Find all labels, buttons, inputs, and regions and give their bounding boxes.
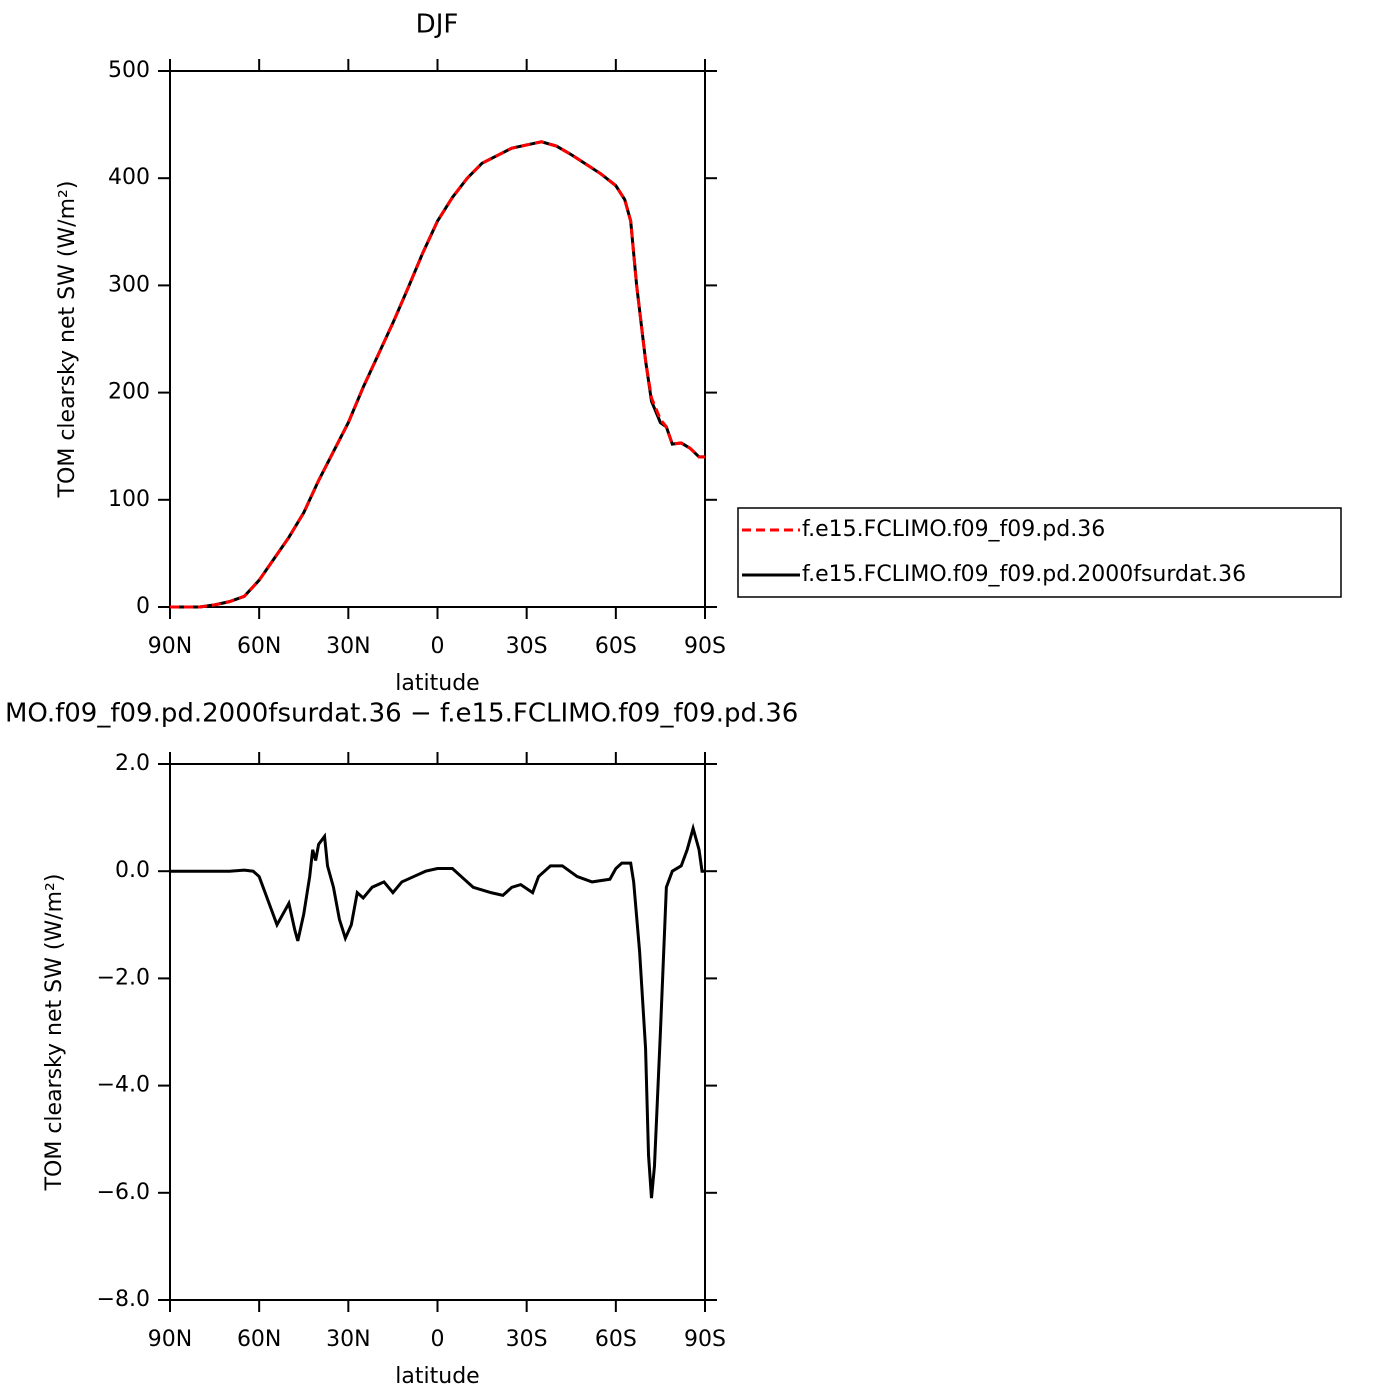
chart-title: MO.f09_f09.pd.2000fsurdat.36 − f.e15.FCL… — [5, 699, 798, 729]
y-tick-label: 500 — [108, 58, 150, 83]
chart-title: DJF — [416, 10, 459, 40]
y-tick-label: 400 — [108, 165, 150, 190]
y-tick-label: −4.0 — [97, 1073, 150, 1098]
y-tick-label: −6.0 — [97, 1180, 150, 1205]
x-tick-label: 90N — [148, 1327, 192, 1352]
y-axis-label: TOM clearsky net SW (W/m²) — [55, 181, 80, 499]
data-line — [170, 140, 705, 609]
x-tick-label: 60S — [595, 1327, 637, 1352]
x-tick-label: 60S — [595, 634, 637, 659]
y-axis-label: TOM clearsky net SW (W/m²) — [42, 874, 67, 1192]
data-line — [170, 140, 705, 609]
y-tick-label: 200 — [108, 380, 150, 405]
x-tick-label: 30N — [326, 634, 370, 659]
x-tick-label: 90S — [684, 634, 726, 659]
x-tick-label: 0 — [431, 1327, 445, 1352]
x-tick-label: 60N — [237, 1327, 281, 1352]
legend-label: f.e15.FCLIMO.f09_f09.pd.36 — [802, 517, 1105, 542]
x-tick-label: 30S — [506, 634, 548, 659]
plot-frame — [169, 70, 706, 608]
x-tick-label: 60N — [237, 634, 281, 659]
y-tick-label: 0 — [136, 594, 150, 619]
y-tick-label: −8.0 — [97, 1287, 150, 1312]
y-tick-label: −2.0 — [97, 965, 150, 990]
data-line — [170, 822, 705, 1199]
y-tick-label: 2.0 — [115, 751, 150, 776]
legend-label: f.e15.FCLIMO.f09_f09.pd.2000fsurdat.36 — [802, 562, 1246, 587]
x-tick-label: 0 — [431, 634, 445, 659]
y-tick-label: 0.0 — [115, 858, 150, 883]
legend-box — [737, 507, 1342, 598]
x-axis-label: latitude — [395, 671, 479, 696]
x-tick-label: 30S — [506, 1327, 548, 1352]
x-tick-label: 90S — [684, 1327, 726, 1352]
plot-frame — [169, 763, 706, 1301]
y-tick-label: 300 — [108, 272, 150, 297]
y-tick-label: 100 — [108, 487, 150, 512]
x-tick-label: 90N — [148, 634, 192, 659]
x-axis-label: latitude — [395, 1364, 479, 1389]
x-tick-label: 30N — [326, 1327, 370, 1352]
